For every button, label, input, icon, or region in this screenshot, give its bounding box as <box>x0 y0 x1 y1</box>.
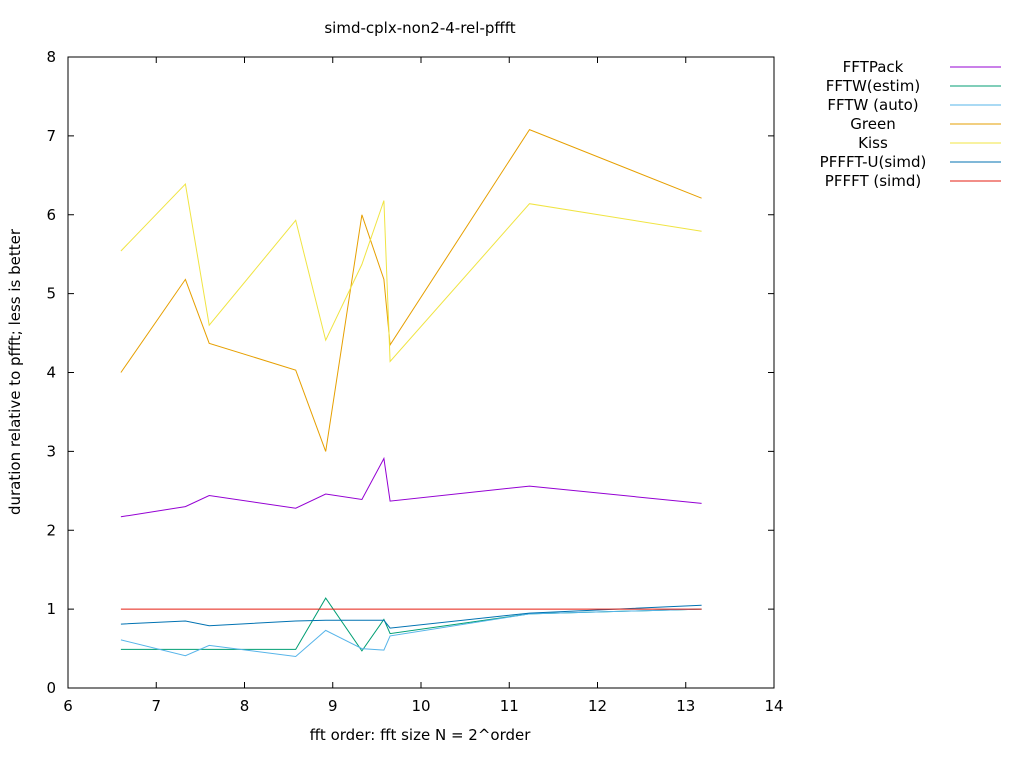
x-tick-label: 9 <box>328 697 338 715</box>
y-tick-label: 3 <box>46 442 56 460</box>
series-line-1 <box>120 597 702 652</box>
plot-frame <box>67 56 775 689</box>
y-tick-label: 1 <box>46 600 56 618</box>
chart-title: simd-cplx-non2-4-rel-pffft <box>324 19 515 37</box>
y-tick-label: 2 <box>46 521 56 539</box>
x-tick-label: 13 <box>676 697 695 715</box>
legend-label: FFTPack <box>843 58 904 76</box>
x-tick-label: 10 <box>411 697 430 715</box>
x-tick-label: 11 <box>500 697 519 715</box>
series-line-5 <box>120 604 702 629</box>
y-tick-label: 4 <box>46 364 56 382</box>
x-axis-ticks: 6 7 8 9 10 11 12 13 14 <box>63 57 784 715</box>
series-line-2 <box>120 608 702 658</box>
x-tick-label: 6 <box>63 697 73 715</box>
x-tick-label: 14 <box>764 697 783 715</box>
series-line-0 <box>120 456 702 518</box>
y-axis-ticks: 0 1 2 3 4 5 6 7 8 <box>46 48 774 697</box>
legend-label: FFTW (auto) <box>827 96 918 114</box>
x-tick-label: 7 <box>151 697 161 715</box>
legend-label: Green <box>850 115 895 133</box>
y-tick-label: 7 <box>46 127 56 145</box>
y-tick-label: 6 <box>46 206 56 224</box>
y-tick-label: 0 <box>46 679 56 697</box>
legend-label: FFTW(estim) <box>826 77 920 95</box>
legend-label: Kiss <box>858 134 888 152</box>
y-tick-label: 8 <box>46 48 56 66</box>
series-line-3 <box>120 128 702 452</box>
series-lines <box>120 128 702 658</box>
series-line-4 <box>120 182 702 363</box>
x-tick-label: 8 <box>240 697 250 715</box>
x-tick-label: 12 <box>588 697 607 715</box>
legend-label: PFFFT (simd) <box>825 172 921 190</box>
x-axis-label: fft order: fft size N = 2^order <box>310 726 532 744</box>
y-axis-label: duration relative to pffft; less is bett… <box>6 228 24 515</box>
legend-label: PFFFT-U(simd) <box>820 153 927 171</box>
y-tick-label: 5 <box>46 285 56 303</box>
